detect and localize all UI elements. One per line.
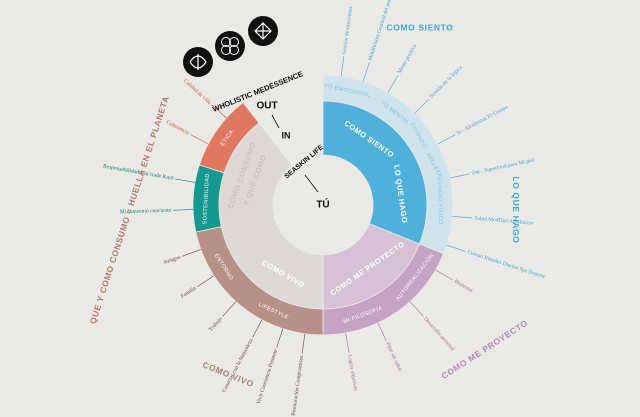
leader-line [437,134,456,145]
leaf-label: Desarrollo personal [422,316,456,352]
leaf-label: Coherencia [165,119,190,136]
leader-line [446,244,466,252]
section-title: LO QUE HAGO [511,176,521,243]
leader-line [377,322,387,342]
section-title: COMO SIENTO [387,22,454,32]
leader-line [173,209,194,211]
leaf-label: In - Alcalinizar El Cuerpo [456,104,509,136]
leader-line [252,319,263,338]
leader-line [452,216,473,219]
leaf-label: Sentido de la lógica [429,64,464,99]
segment [198,101,260,174]
leaf-label: Mi Consumo conciente [120,208,172,216]
leader-line [211,104,227,119]
leader-line [409,301,424,317]
leaf-label: Pilar sin saltar [384,342,403,373]
leaf-label: Calidad de vida [182,78,212,106]
leader-line [301,333,306,354]
icon [215,31,245,61]
leader-line [362,62,370,82]
leader-line [175,178,196,183]
leader-line [387,74,399,93]
leader-line [435,269,454,281]
center-disc [273,155,373,255]
leader-line [414,98,430,114]
leaf-label: Lograr objetivos [346,354,358,391]
leaf-label: Gestión de emociones [341,6,354,55]
leaf-label: Amigos [163,254,181,266]
leader-line [345,332,350,353]
out-label: OUT [256,101,277,112]
leader-line [222,301,237,317]
leader-line [450,173,470,179]
leaf-label: Restauración Compromisos [291,355,305,416]
leader-line [276,328,284,348]
leaf-label: Salud ModDiet Alcalinizar [474,216,534,227]
leader-line [197,275,215,287]
leaf-label: Trabajo [208,316,224,333]
leader-line [190,134,209,145]
ring-label: ESTADO FÍSICO [436,177,445,225]
leaf-label: Out - Superfood para Mi piel [471,156,536,176]
leaf-label: Familia [180,285,198,299]
leaf-label: Vivir Conciencia Presente [256,348,280,405]
leader-line [181,249,201,257]
leaf-label: Mente positiva [397,43,419,75]
in-label: IN [282,130,291,140]
ring-label: SOSTENIBILIDAD [202,173,211,224]
leader-line [340,56,345,77]
icons [183,16,278,77]
leaf-label: Cuerpo Rituales Diarios Spa Deporte [467,249,547,280]
you-label: TÚ [316,198,329,211]
leaf-label: Bienestar [453,279,474,295]
